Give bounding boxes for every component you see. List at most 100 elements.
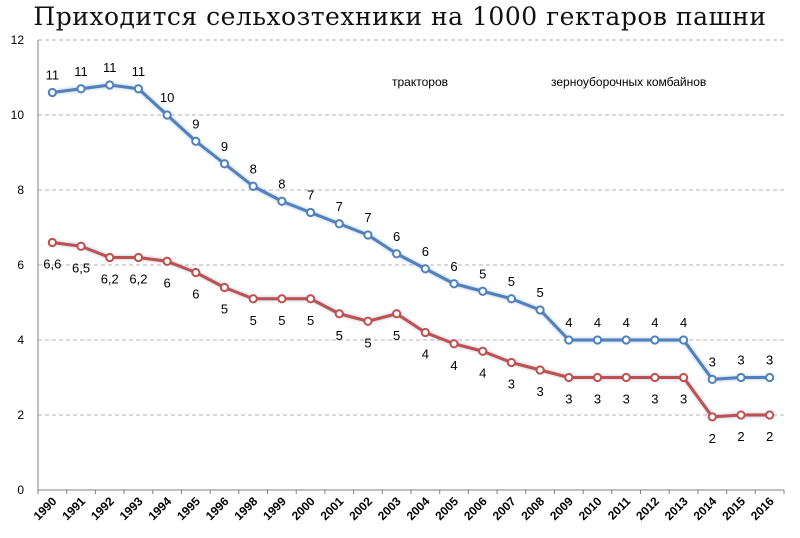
tractors-data-point bbox=[76, 84, 86, 94]
combines-data-point bbox=[564, 372, 574, 383]
combines-data-label: 3 bbox=[508, 377, 515, 392]
combines-data-label: 6,2 bbox=[101, 272, 119, 287]
combines-data-label: 6 bbox=[163, 275, 170, 290]
y-tick-label: 2 bbox=[17, 408, 24, 422]
combines-data-point bbox=[105, 252, 115, 263]
x-tick-label: 2006 bbox=[461, 494, 490, 523]
tractors-data-point bbox=[765, 372, 775, 383]
tractors-data-label: 7 bbox=[364, 210, 371, 225]
tractors-data-point bbox=[47, 87, 57, 98]
x-tick-label: 2013 bbox=[662, 494, 691, 523]
tractors-data-label: 5 bbox=[479, 266, 486, 281]
y-tick-label: 12 bbox=[11, 33, 25, 47]
x-tick-label: 1999 bbox=[260, 494, 289, 523]
tractors-data-point bbox=[392, 249, 402, 259]
tractors-data-point bbox=[736, 372, 746, 383]
x-tick-label: 2001 bbox=[318, 494, 347, 523]
tractors-data-label: 4 bbox=[651, 315, 658, 330]
combines-data-label: 6 bbox=[192, 287, 199, 302]
tractors-data-label: 6 bbox=[393, 229, 400, 244]
tractors-data-label: 4 bbox=[594, 315, 601, 330]
tractors-data-label: 6 bbox=[450, 259, 457, 274]
x-tick-label: 2010 bbox=[576, 494, 605, 523]
tractors-data-label: 11 bbox=[46, 68, 60, 83]
legend-label-tractors: тракторов bbox=[392, 75, 448, 89]
x-tick-label: 1992 bbox=[88, 494, 117, 523]
x-tick-label: 2011 bbox=[605, 494, 634, 523]
tractors-data-label: 11 bbox=[74, 64, 88, 79]
x-tick-label: 1996 bbox=[203, 494, 232, 523]
x-tick-label: 1998 bbox=[232, 494, 261, 523]
combines-data-point bbox=[449, 339, 459, 349]
combines-data-point bbox=[765, 410, 775, 420]
combines-data-point bbox=[650, 372, 660, 383]
tractors-data-point bbox=[707, 374, 717, 384]
x-tick-label: 2012 bbox=[633, 494, 662, 523]
combines-data-point bbox=[392, 309, 402, 319]
y-tick-label: 8 bbox=[17, 183, 24, 197]
combines-data-point bbox=[707, 412, 717, 422]
tractors-data-label: 5 bbox=[536, 285, 543, 300]
tractors-data-label: 4 bbox=[680, 315, 687, 330]
combines-data-label: 5 bbox=[250, 313, 257, 328]
combines-data-point bbox=[248, 294, 258, 304]
combines-data-point bbox=[47, 237, 57, 248]
x-tick-label: 2016 bbox=[748, 494, 777, 523]
combines-data-label: 3 bbox=[680, 392, 687, 407]
tractors-data-point bbox=[678, 335, 689, 345]
tractors-data-label: 6 bbox=[422, 244, 429, 259]
combines-data-point bbox=[621, 372, 631, 383]
tractors-data-point bbox=[248, 181, 258, 191]
combines-data-label: 3 bbox=[565, 392, 572, 407]
combines-data-label: 3 bbox=[623, 392, 630, 407]
combines-data-label: 2 bbox=[709, 431, 716, 446]
combines-data-point bbox=[334, 309, 344, 319]
combines-data-label: 3 bbox=[536, 384, 543, 399]
tractors-data-label: 9 bbox=[221, 139, 228, 154]
combines-data-label: 3 bbox=[651, 392, 658, 407]
combines-data-point bbox=[277, 294, 287, 304]
combines-data-point bbox=[76, 241, 86, 251]
tractors-data-point bbox=[449, 279, 459, 289]
tractors-data-point bbox=[334, 219, 344, 229]
combines-data-label: 4 bbox=[422, 347, 429, 362]
tractors-data-point bbox=[305, 207, 316, 218]
tractors-data-label: 3 bbox=[766, 353, 773, 368]
combines-data-point bbox=[162, 256, 172, 266]
tractors-data-label: 7 bbox=[307, 188, 314, 203]
combines-data-label: 6,5 bbox=[72, 260, 90, 275]
legend-label-combines: зерноуборочных комбайнов bbox=[551, 75, 706, 89]
x-tick-label: 1990 bbox=[31, 494, 60, 523]
tractors-data-label: 5 bbox=[508, 274, 515, 289]
tractors-data-point bbox=[478, 286, 488, 296]
x-tick-label: 2005 bbox=[432, 494, 461, 523]
tractors-data-label: 7 bbox=[336, 199, 343, 214]
tractors-data-label: 8 bbox=[250, 161, 257, 176]
combines-data-point bbox=[133, 252, 144, 263]
combines-data-point bbox=[592, 372, 603, 383]
tractors-data-label: 4 bbox=[623, 315, 630, 330]
tractors-data-label: 3 bbox=[737, 353, 744, 368]
combines-data-point bbox=[535, 365, 545, 375]
x-tick-label: 2008 bbox=[518, 494, 547, 523]
x-tick-label: 2000 bbox=[289, 494, 318, 523]
tractors-data-label: 4 bbox=[565, 315, 572, 330]
tractors-data-point bbox=[506, 294, 517, 304]
x-tick-label: 1994 bbox=[145, 494, 174, 523]
combines-data-label: 5 bbox=[307, 313, 314, 328]
tractors-data-label: 10 bbox=[160, 90, 174, 105]
tractors-data-point bbox=[219, 159, 230, 169]
tractors-data-point bbox=[105, 80, 115, 90]
combines-data-point bbox=[506, 357, 517, 368]
combines-data-label: 5 bbox=[364, 335, 371, 350]
x-tick-label: 2009 bbox=[547, 494, 576, 523]
y-tick-label: 10 bbox=[11, 108, 25, 122]
y-tick-label: 4 bbox=[17, 333, 24, 347]
x-tick-label: 2002 bbox=[346, 494, 375, 523]
tractors-data-point bbox=[420, 264, 430, 274]
y-tick-label: 6 bbox=[17, 258, 24, 272]
combines-data-point bbox=[420, 327, 430, 338]
tractors-data-point bbox=[363, 230, 373, 240]
tractors-data-point bbox=[535, 305, 545, 315]
